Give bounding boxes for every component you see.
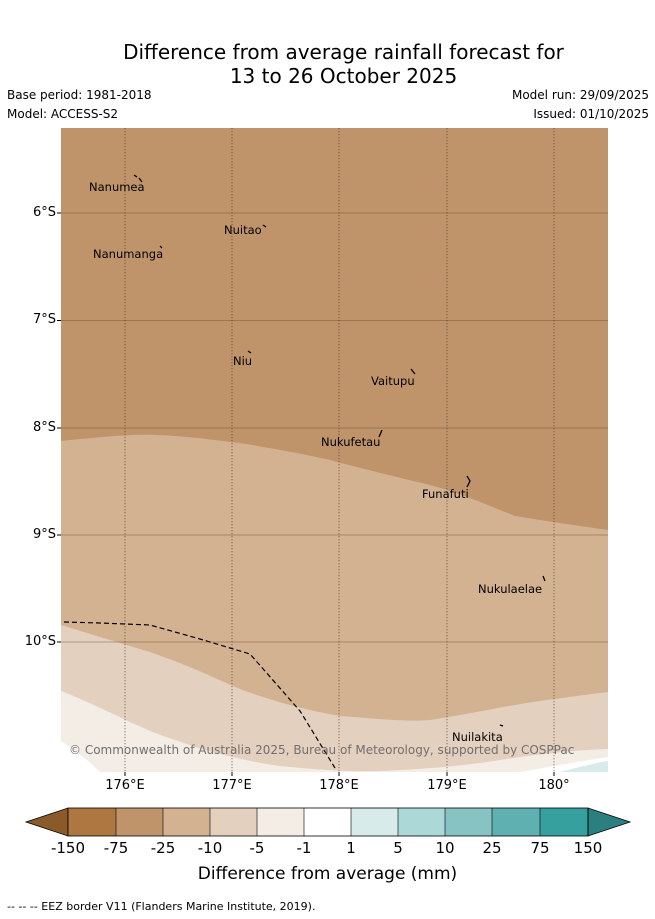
colorbar-label: 25 [482,839,502,857]
lon-label-177e: 177°E [212,778,252,793]
colorbar-dividers [115,808,541,836]
model-run: Model run: 29/09/2025 [511,88,649,102]
axis-ticks [57,212,555,776]
colorbar-bin [116,808,163,836]
issued-date: Issued: 01/10/2025 [533,107,649,121]
colorbar [24,807,632,837]
title-line-2: 13 to 26 October 2025 [229,64,458,88]
place-label-nanumanga: Nanumanga [93,247,164,261]
longitude-gridlines [124,128,555,772]
place-label-funafuti: Funafuti [422,487,469,501]
island-niu [247,350,252,354]
colorbar-bin [68,808,116,836]
place-label-niu: Niu [233,354,253,368]
island-nanumea [133,174,138,178]
colorbar-label: -5 [249,839,265,857]
eez-border-line [63,621,336,769]
colorbar-bin [257,808,304,836]
colorbar-extend-low [24,807,69,837]
colorbar-bin [540,808,588,836]
lon-label-180: 180° [538,778,570,793]
colorbar-frame [67,807,589,837]
island-nukufetau [378,429,383,438]
colorbar-bin [398,808,445,836]
zone-plus-1-to-5 [560,761,608,772]
map-title: Difference from average rainfall forecas… [0,40,655,88]
place-label-nuitao: Nuitao [224,223,262,237]
colorbar-label: 1 [346,839,356,857]
copyright-notice: © Commonwealth of Australia 2025, Bureau… [69,743,575,757]
zone-minus-5-to-10 [61,625,608,772]
place-label-nuilakita: Nuilakita [452,730,503,744]
island-nanumanga [159,245,163,249]
zone-minus-1-to-5 [61,691,608,772]
colorbar-title: Difference from average (mm) [197,864,458,884]
model-name: Model: ACCESS-S2 [7,107,119,121]
place-label-vaitupu: Vaitupu [371,374,415,388]
colorbar-label: 5 [393,839,403,857]
place-label-nukulaelae: Nukulaelae [478,582,543,596]
place-label-nanumea: Nanumea [89,180,145,194]
base-period: Base period: 1981-2018 [7,88,152,102]
lat-label-10s: 10°S [24,634,56,649]
colorbar-label: 10 [435,839,455,857]
lat-label-7s: 7°S [32,312,56,327]
colorbar-bin [163,808,210,836]
eez-footnote: -- -- -- EEZ border V11 (Flanders Marine… [7,900,316,913]
zone-near-average-west [61,741,100,772]
colorbar-label: -150 [50,839,86,857]
colorbar-bin [210,808,257,836]
lat-label-6s: 6°S [32,205,56,220]
place-label-nukufetau: Nukufetau [321,435,381,449]
lon-label-176e: 176°E [105,778,145,793]
island-vaitupu [410,368,416,375]
lon-label-179e: 179°E [427,778,467,793]
colorbar-label: -25 [150,839,176,857]
colorbar-extend-high [587,807,632,837]
island-nanumea-east [138,177,143,183]
colorbar-label: -1 [296,839,312,857]
island-nuilakita [499,724,504,727]
lon-label-178e: 178°E [319,778,359,793]
colorbar-bin [351,808,398,836]
island-funafuti [466,475,471,488]
island-nuitao [262,224,267,228]
colorbar-label: 150 [573,839,603,857]
colorbar-bin [445,808,492,836]
island-nukulaelae [542,575,546,582]
colorbar-label: -75 [103,839,129,857]
title-line-1: Difference from average rainfall forecas… [123,40,564,64]
colorbar-label: 75 [530,839,550,857]
colorbar-bin [492,808,540,836]
colorbar-label: -10 [197,839,223,857]
lat-label-8s: 8°S [32,420,56,435]
latitude-gridlines [61,212,608,643]
island-outlines [133,174,546,727]
lat-label-9s: 9°S [32,527,56,542]
colorbar-bin [304,808,351,836]
